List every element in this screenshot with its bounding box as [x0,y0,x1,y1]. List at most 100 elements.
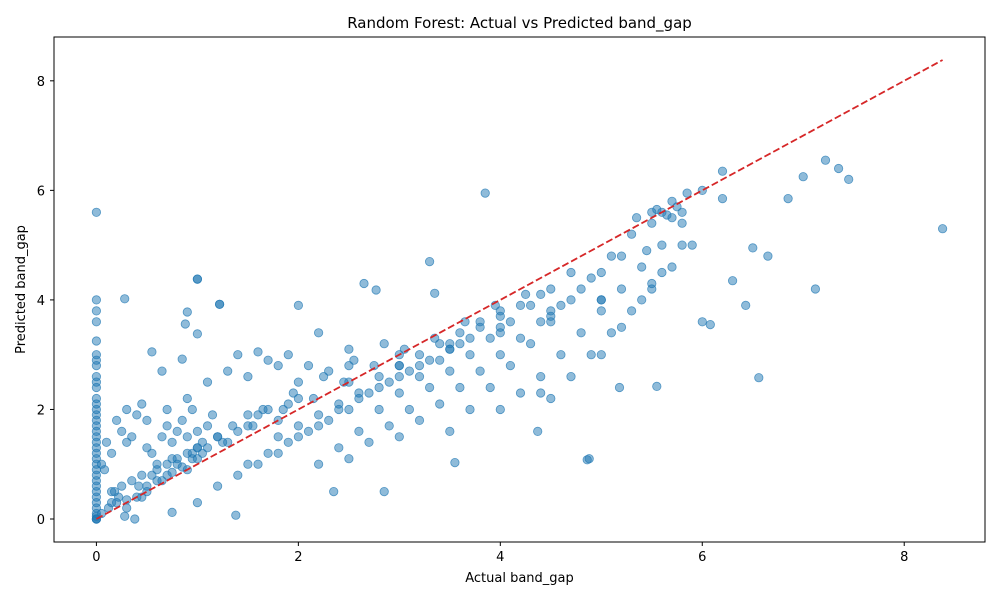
data-point [536,289,546,299]
data-point [130,514,140,524]
data-point [556,350,566,360]
data-point [313,459,324,469]
data-point [120,511,130,521]
data-point [283,437,293,447]
data-point [717,166,728,176]
data-point [485,333,495,343]
data-point [584,454,594,464]
data-point [233,350,243,360]
data-point [485,382,495,393]
data-point [374,382,384,393]
data-point [157,366,167,376]
data-point [142,415,152,425]
data-point [329,486,339,497]
data-point [697,317,707,327]
data-point [576,328,586,338]
data-point [263,355,273,365]
data-point [616,251,627,261]
data-point [253,459,263,469]
data-point [435,355,445,365]
x-tick-label: 6 [698,550,706,565]
data-point [505,360,515,371]
y-axis-ticks: 0 2 4 6 8 [37,75,54,528]
data-point [586,273,596,283]
data-point [546,393,556,404]
data-point [91,317,102,327]
data-point [187,448,197,458]
data-point [152,476,162,486]
data-point [614,382,625,393]
data-point [364,388,374,398]
x-tick-label: 4 [496,550,504,565]
data-point [180,319,190,329]
data-point [596,267,606,278]
data-point [243,371,253,382]
reference-line-group [95,59,944,520]
data-point [596,306,606,316]
data-point [495,350,505,360]
data-point [465,333,475,343]
data-point [243,410,253,420]
data-point [445,344,455,354]
x-tick-label: 0 [92,550,100,565]
data-point [278,404,288,415]
data-point [652,381,662,391]
data-point [120,294,130,304]
data-point [137,399,147,409]
data-point [379,339,389,349]
data-point [293,300,303,310]
data-point [677,218,687,228]
data-point [228,421,238,431]
data-point [763,251,773,261]
data-point [394,360,404,371]
data-point [455,382,465,393]
data-point [394,371,404,382]
data-point [344,344,354,354]
data-point [480,188,490,198]
data-point [253,347,263,357]
data-point [820,155,831,165]
data-point [324,415,334,425]
data-point [833,163,844,174]
data-point [677,240,687,250]
data-point [142,481,152,491]
data-point [616,284,627,294]
data-point [273,360,283,371]
data-point [533,426,543,436]
data-point [647,278,657,289]
y-tick-label: 0 [37,513,45,528]
data-point [394,432,404,442]
data-point [202,377,213,387]
data-point [460,317,470,327]
data-point [303,360,314,371]
data-point [697,185,707,195]
data-point [132,410,142,420]
data-point [167,507,177,518]
data-point [152,459,162,469]
data-point [91,371,102,382]
data-point [162,404,172,415]
data-point [475,322,485,332]
data-point [293,432,303,442]
data-point [243,459,253,469]
data-point [107,486,117,497]
data-point [647,218,657,228]
data-point [334,399,344,409]
data-point [384,421,394,431]
data-point [515,300,526,310]
data-point [91,295,102,305]
data-point [520,289,531,299]
data-point [134,481,144,491]
data-point [748,243,758,253]
data-point [637,262,647,272]
data-point [424,256,435,267]
data-point [182,432,192,442]
data-point [616,322,627,332]
data-point [248,421,258,431]
data-point [424,355,435,365]
data-point [546,284,556,294]
data-point [937,224,948,234]
data-point [192,426,202,436]
data-point [233,470,243,480]
data-point [374,371,384,382]
